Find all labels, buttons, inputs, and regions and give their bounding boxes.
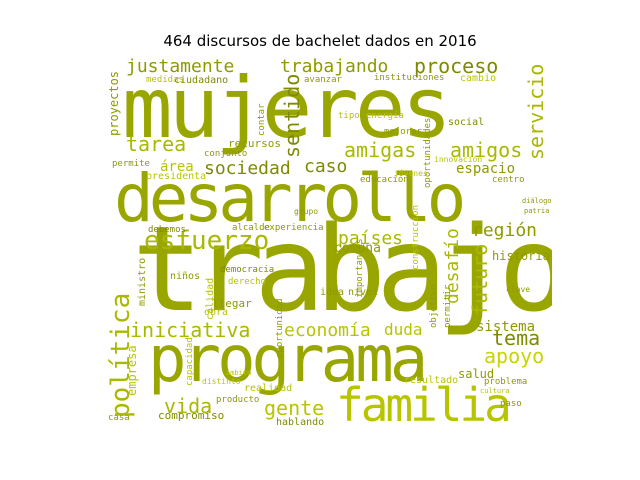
word-proyectos: proyectos [108,70,121,136]
word-recursos: recursos [228,137,281,150]
word-mujeres: mujeres [122,59,452,157]
word-amigos: amigos [450,138,523,162]
word-comuna: comuna [334,241,381,256]
word-trabajo: trabajo [132,200,552,338]
word-paises: países [338,228,404,249]
word-construccion: construcción [411,204,421,270]
word-tema: tema [492,326,541,350]
word-compromiso: compromiso [158,409,225,422]
word-innovacion: innovación [434,155,483,164]
word-experiencia: experiencia [264,223,324,233]
word-ambito: ámbito [226,369,252,377]
word-area: área [160,159,194,175]
word-ministro: ministro [137,257,148,306]
word-centro: centro [492,175,525,185]
word-importantes: importantes [355,238,365,298]
word-apoyo: apoyo [484,344,545,368]
word-resultado: resultado [404,375,459,386]
word-proceso: proceso [414,58,499,78]
word-gente: gente [264,396,325,420]
word-permite: permite [112,159,150,169]
word-producto: producto [216,395,260,405]
word-oportunidad: oportunidad [275,298,285,358]
word-servicio: servicio [524,63,548,160]
word-objetivo: objetivo [429,284,439,328]
word-caso: caso [304,156,348,177]
word-clave: clave [506,285,531,294]
word-debemos: debemos [148,225,186,235]
word-tipo: tipo [338,111,360,121]
word-paso: paso [500,399,522,409]
word-instituciones: instituciones [374,73,445,83]
word-amigas: amigas [344,138,417,162]
word-vida: vida [164,394,213,418]
word-duda: duda [384,320,423,339]
word-derecho: derecho [228,277,266,287]
word-iniciativa: iniciativa [130,318,251,342]
word-sentido: sentido [280,73,304,158]
chart-title: 464 discursos de bachelet dados en 2016 [163,32,477,50]
word-casa: casa [108,413,130,423]
word-dialogo: diálogo [522,197,552,205]
word-tarea: tarea [126,132,187,156]
word-jovenes: jóvenes [394,169,428,178]
word-llegar: llegar [212,297,252,310]
word-nivel: nivel [348,287,379,298]
word-contar: contar [257,103,267,136]
word-energia: energía [366,111,404,121]
word-salud: salud [458,367,495,381]
word-conjunto: conjunto [204,149,248,159]
word-social: social [448,117,485,128]
word-ninos: niños [170,271,201,282]
word-futuro: futuro [468,243,492,316]
word-region: región [472,220,538,241]
word-patria: patria [524,207,550,215]
word-programa: programa [148,323,428,397]
word-mejorar: mejorar [384,127,422,137]
word-sociedad: sociedad [204,158,291,179]
word-distinto: distinto [202,377,241,386]
word-cultura: cultura [480,387,510,395]
word-trabajando: trabajando [280,58,389,77]
word-cambio: cambio [460,73,497,84]
word-capacidad: capacidad [185,337,195,386]
word-democracia: democracia [220,265,275,275]
word-familia: familia [336,378,512,426]
word-educacion: educación [360,175,409,185]
word-problema: problema [484,377,528,387]
word-idea: idea [320,287,345,298]
word-justamente: justamente [126,58,235,77]
word-esfuerzo: esfuerzo [144,226,270,256]
word-sistema: sistema [476,319,536,335]
word-realidad: realidad [244,383,293,394]
word-desarrollo: desarrollo [114,160,466,237]
word-hablando: hablando [276,417,325,427]
word-cloud: mujeres trabajo desarrollo programa fami… [108,58,552,426]
word-ciudadano: ciudadano [174,75,229,86]
word-avanzar: avanzar [304,75,342,85]
word-espacio: espacio [456,161,516,177]
word-grupo: grupo [294,207,319,216]
word-presidenta: presidenta [146,171,207,182]
word-alcalde: alcalde [232,223,270,233]
word-empresa: empresa [125,345,139,396]
word-historia: historia [492,249,550,263]
word-obra: obra [204,307,229,318]
word-permitir: permitir [443,284,453,328]
word-calidad: calidad [205,277,216,320]
word-economia: economía [284,320,371,341]
word-medidas: medidas [146,75,184,85]
